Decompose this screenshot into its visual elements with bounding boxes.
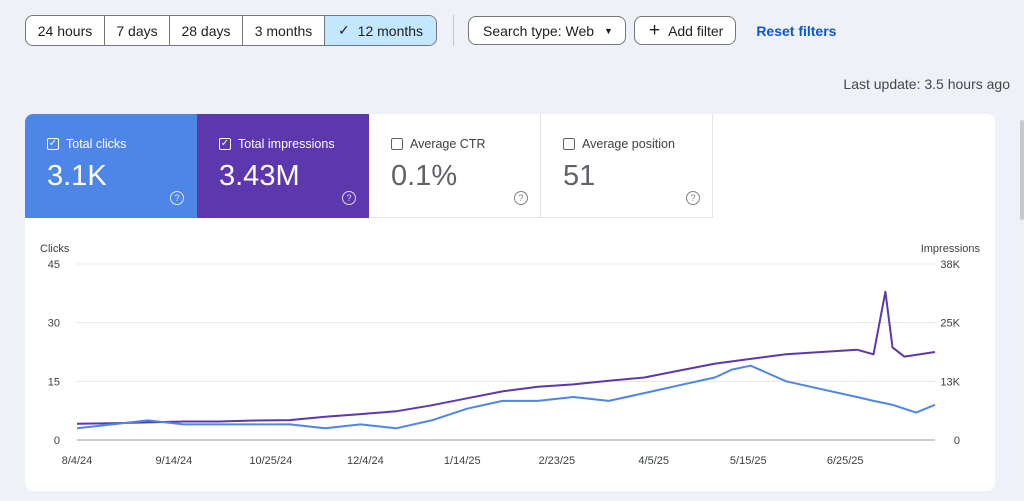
range-7-days[interactable]: 7 days — [105, 16, 170, 45]
date-range-selector: 24 hours 7 days 28 days 3 months ✓ 12 mon… — [25, 15, 437, 46]
x-tick-label: 6/25/25 — [827, 455, 864, 467]
range-label: 12 months — [357, 22, 424, 39]
performance-card: ✓ Total clicks 3.1K ? ✓ Total impressions … — [25, 114, 995, 491]
metric-label: Total clicks — [66, 137, 127, 151]
metric-total-impressions[interactable]: ✓ Total impressions 3.43M ? — [197, 114, 369, 218]
y-tick-label-right: 25K — [940, 318, 960, 330]
chart-svg: Clicks Impressions 0 15 30 45 0 13K 25K 38K 8/… — [40, 243, 981, 467]
caret-down-icon: ▼ — [604, 25, 613, 36]
metric-label: Total impressions — [238, 137, 335, 151]
x-tick-label: 1/14/25 — [444, 455, 481, 467]
metric-label: Average CTR — [410, 137, 486, 151]
help-icon[interactable]: ? — [686, 191, 700, 205]
x-tick-label: 4/5/25 — [638, 455, 669, 467]
plus-icon: + — [648, 20, 661, 41]
x-tick-label: 12/4/24 — [347, 455, 384, 467]
range-label: 3 months — [254, 22, 313, 39]
y-axis-label-right: Impressions — [921, 243, 981, 255]
x-tick-label: 9/14/24 — [156, 455, 193, 467]
checkbox-checked-icon: ✓ — [47, 138, 59, 150]
chart-grid — [77, 263, 935, 441]
y-axis-label-left: Clicks — [40, 243, 70, 255]
checkbox-empty-icon — [563, 138, 575, 150]
range-28-days[interactable]: 28 days — [170, 16, 243, 45]
x-tick-label: 5/15/25 — [730, 455, 767, 467]
help-icon[interactable]: ? — [342, 191, 356, 205]
x-tick-label: 2/23/25 — [538, 455, 575, 467]
metric-total-clicks[interactable]: ✓ Total clicks 3.1K ? — [25, 114, 197, 218]
range-24-hours[interactable]: 24 hours — [26, 16, 105, 45]
help-icon[interactable]: ? — [514, 191, 528, 205]
y-tick-label-left: 0 — [54, 435, 60, 447]
metric-average-position[interactable]: Average position 51 ? — [541, 114, 713, 218]
range-3-months[interactable]: 3 months — [243, 16, 325, 45]
checkbox-checked-icon: ✓ — [219, 138, 231, 150]
y-tick-label-left: 30 — [48, 318, 60, 330]
y-axis-ticks-left: 0 15 30 45 — [48, 259, 60, 447]
last-update-text: Last update: 3.5 hours ago — [843, 76, 1010, 92]
help-icon[interactable]: ? — [170, 191, 184, 205]
impressions-series-line — [76, 290, 936, 425]
x-tick-label: 8/4/24 — [62, 455, 93, 467]
y-tick-label-right: 13K — [940, 376, 960, 388]
y-tick-label-left: 15 — [48, 376, 60, 388]
y-tick-label-right: 38K — [940, 259, 960, 271]
toolbar: 24 hours 7 days 28 days 3 months ✓ 12 mon… — [25, 15, 836, 46]
metric-average-ctr[interactable]: Average CTR 0.1% ? — [369, 114, 541, 218]
metric-value: 0.1% — [391, 160, 458, 192]
metric-tiles: ✓ Total clicks 3.1K ? ✓ Total impressions … — [25, 114, 995, 218]
reset-filters-link[interactable]: Reset filters — [756, 22, 837, 39]
checkbox-empty-icon — [391, 138, 403, 150]
metric-value: 51 — [563, 160, 596, 192]
range-label: 24 hours — [37, 22, 93, 39]
y-axis-ticks-right: 0 13K 25K 38K — [940, 259, 960, 447]
range-label: 7 days — [116, 22, 158, 39]
x-tick-label: 10/25/24 — [249, 455, 292, 467]
performance-chart: Clicks Impressions 0 15 30 45 0 13K 25K 38K 8/… — [25, 218, 995, 491]
metric-value: 3.43M — [219, 160, 300, 192]
clicks-series-line — [76, 364, 936, 430]
add-filter-label: Add filter — [668, 22, 724, 39]
search-type-label: Search type: Web — [483, 22, 595, 39]
range-12-months[interactable]: ✓ 12 months — [325, 16, 436, 45]
range-label: 28 days — [181, 22, 231, 39]
x-axis-ticks: 8/4/24 9/14/24 10/25/24 12/4/24 1/14/25 2/23/… — [62, 455, 864, 467]
y-tick-label-right: 0 — [954, 435, 960, 447]
divider — [453, 15, 454, 46]
metric-value: 3.1K — [47, 160, 107, 192]
metric-label: Average position — [582, 137, 675, 151]
check-icon: ✓ — [337, 22, 350, 38]
add-filter-button[interactable]: + Add filter — [633, 16, 737, 45]
page-scrollbar[interactable] — [1020, 120, 1024, 220]
y-tick-label-left: 45 — [48, 259, 60, 271]
search-type-dropdown[interactable]: Search type: Web ▼ — [468, 16, 626, 45]
